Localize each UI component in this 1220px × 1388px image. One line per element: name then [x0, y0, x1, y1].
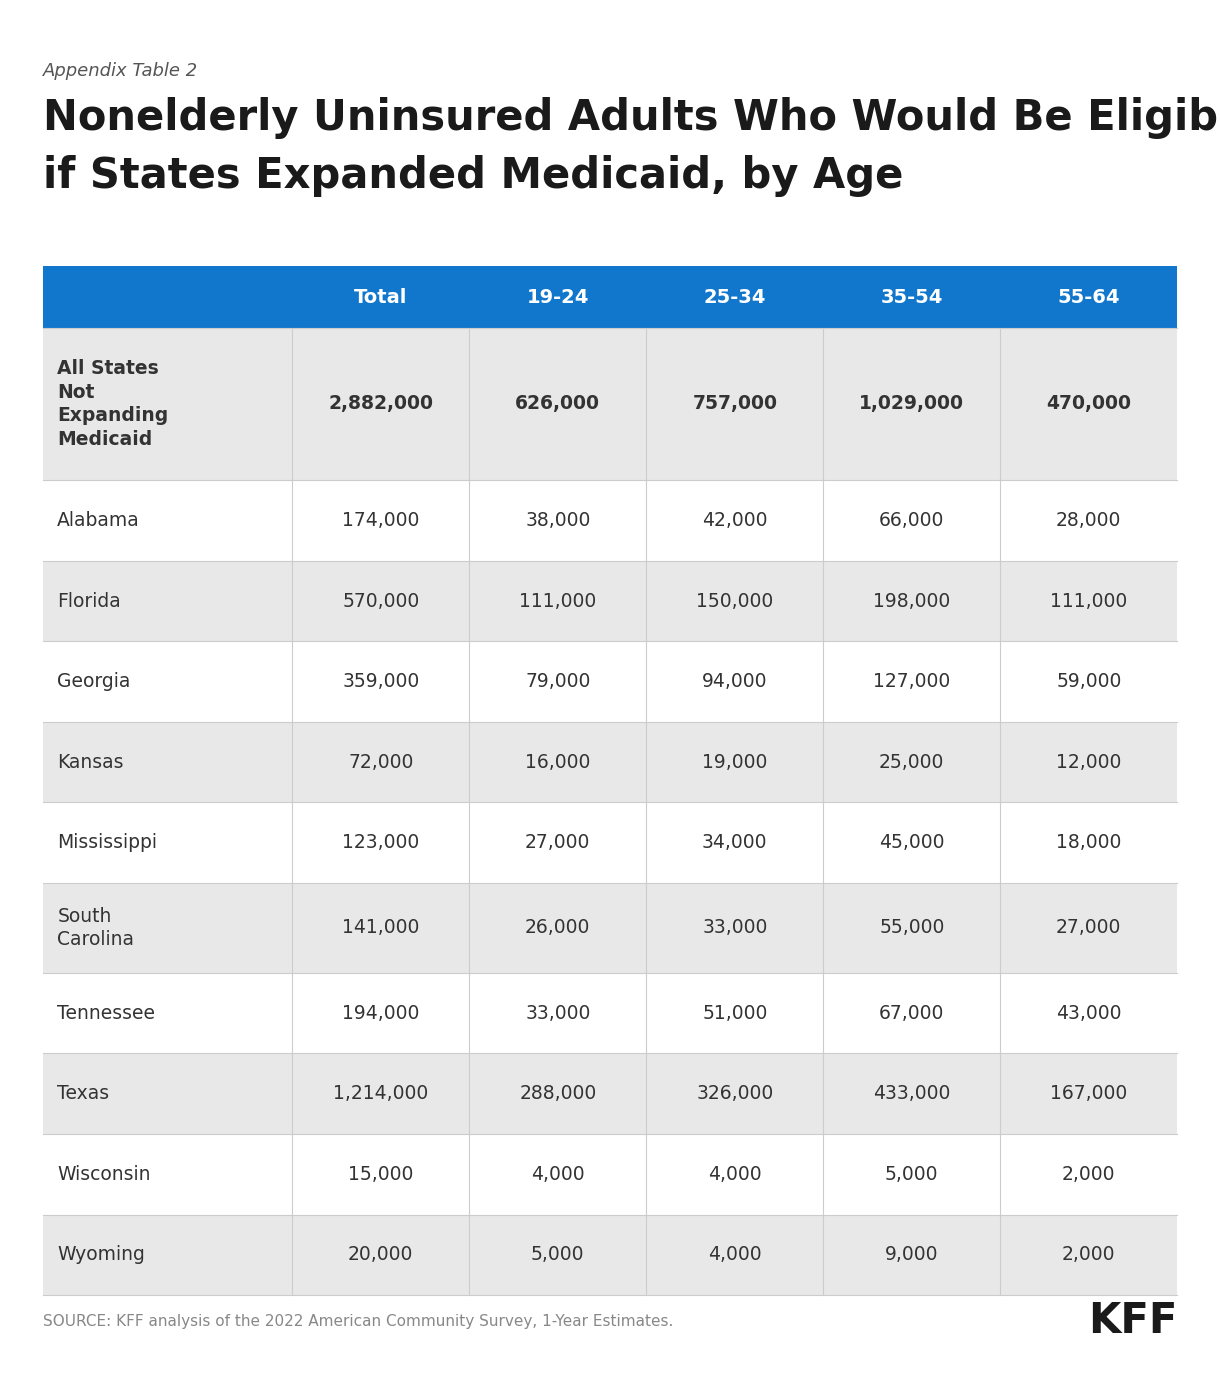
Text: SOURCE: KFF analysis of the 2022 American Community Survey, 1-Year Estimates.: SOURCE: KFF analysis of the 2022 America…	[43, 1314, 673, 1328]
Text: Florida: Florida	[57, 591, 121, 611]
Text: 1,029,000: 1,029,000	[859, 394, 964, 414]
Text: 9,000: 9,000	[884, 1245, 938, 1264]
Text: 35-54: 35-54	[881, 287, 943, 307]
Text: 19-24: 19-24	[527, 287, 589, 307]
Text: 2,000: 2,000	[1063, 1245, 1115, 1264]
FancyBboxPatch shape	[43, 973, 1177, 1053]
Text: 5,000: 5,000	[884, 1165, 938, 1184]
Text: 20,000: 20,000	[348, 1245, 414, 1264]
Text: 2,000: 2,000	[1063, 1165, 1115, 1184]
Text: if States Expanded Medicaid, by Age: if States Expanded Medicaid, by Age	[43, 155, 903, 197]
Text: 433,000: 433,000	[874, 1084, 950, 1103]
Text: 72,000: 72,000	[348, 752, 414, 772]
FancyBboxPatch shape	[43, 1214, 1177, 1295]
Text: 111,000: 111,000	[520, 591, 597, 611]
Text: All States
Not
Expanding
Medicaid: All States Not Expanding Medicaid	[57, 359, 168, 448]
Text: 626,000: 626,000	[515, 394, 600, 414]
Text: 1,214,000: 1,214,000	[333, 1084, 428, 1103]
Text: 167,000: 167,000	[1050, 1084, 1127, 1103]
FancyBboxPatch shape	[43, 480, 1177, 561]
FancyBboxPatch shape	[43, 802, 1177, 883]
Text: 127,000: 127,000	[874, 672, 950, 691]
Text: Total: Total	[354, 287, 407, 307]
Text: 55,000: 55,000	[880, 919, 944, 937]
Text: 45,000: 45,000	[880, 833, 944, 852]
Text: 19,000: 19,000	[703, 752, 767, 772]
Text: 59,000: 59,000	[1057, 672, 1121, 691]
Text: 33,000: 33,000	[525, 1004, 590, 1023]
Text: 5,000: 5,000	[531, 1245, 584, 1264]
Text: Mississippi: Mississippi	[57, 833, 157, 852]
Text: 25-34: 25-34	[704, 287, 766, 307]
Text: 123,000: 123,000	[342, 833, 420, 852]
Text: 4,000: 4,000	[531, 1165, 584, 1184]
Text: 55-64: 55-64	[1058, 287, 1120, 307]
Text: KFF: KFF	[1088, 1301, 1177, 1342]
Text: 28,000: 28,000	[1057, 511, 1121, 530]
Text: 67,000: 67,000	[880, 1004, 944, 1023]
Text: 570,000: 570,000	[342, 591, 420, 611]
Text: 194,000: 194,000	[342, 1004, 420, 1023]
Text: 757,000: 757,000	[692, 394, 777, 414]
Text: Wyoming: Wyoming	[57, 1245, 145, 1264]
FancyBboxPatch shape	[43, 328, 1177, 480]
FancyBboxPatch shape	[43, 561, 1177, 641]
Text: 42,000: 42,000	[702, 511, 767, 530]
Text: 141,000: 141,000	[342, 919, 420, 937]
Text: South
Carolina: South Carolina	[57, 906, 134, 949]
Text: 4,000: 4,000	[708, 1165, 761, 1184]
Text: 326,000: 326,000	[697, 1084, 773, 1103]
Text: 94,000: 94,000	[702, 672, 767, 691]
Text: 4,000: 4,000	[708, 1245, 761, 1264]
Text: 288,000: 288,000	[520, 1084, 597, 1103]
Text: Tennessee: Tennessee	[57, 1004, 155, 1023]
FancyBboxPatch shape	[43, 641, 1177, 722]
Text: 15,000: 15,000	[348, 1165, 414, 1184]
Text: 359,000: 359,000	[342, 672, 420, 691]
Text: 111,000: 111,000	[1050, 591, 1127, 611]
Text: 16,000: 16,000	[525, 752, 590, 772]
Text: 12,000: 12,000	[1057, 752, 1121, 772]
Text: Nonelderly Uninsured Adults Who Would Be Eligible: Nonelderly Uninsured Adults Who Would Be…	[43, 97, 1220, 139]
Text: Kansas: Kansas	[57, 752, 124, 772]
Text: 43,000: 43,000	[1057, 1004, 1121, 1023]
Text: 33,000: 33,000	[703, 919, 767, 937]
FancyBboxPatch shape	[43, 266, 1177, 328]
Text: 150,000: 150,000	[697, 591, 773, 611]
Text: 174,000: 174,000	[342, 511, 420, 530]
Text: 27,000: 27,000	[525, 833, 590, 852]
Text: Texas: Texas	[57, 1084, 110, 1103]
Text: Appendix Table 2: Appendix Table 2	[43, 62, 198, 81]
FancyBboxPatch shape	[43, 1134, 1177, 1214]
Text: 34,000: 34,000	[702, 833, 767, 852]
FancyBboxPatch shape	[43, 722, 1177, 802]
Text: 26,000: 26,000	[525, 919, 590, 937]
FancyBboxPatch shape	[43, 883, 1177, 973]
FancyBboxPatch shape	[43, 1053, 1177, 1134]
Text: Wisconsin: Wisconsin	[57, 1165, 151, 1184]
Text: 79,000: 79,000	[525, 672, 590, 691]
Text: 2,882,000: 2,882,000	[328, 394, 433, 414]
Text: 27,000: 27,000	[1057, 919, 1121, 937]
Text: 38,000: 38,000	[525, 511, 590, 530]
Text: 198,000: 198,000	[874, 591, 950, 611]
Text: Alabama: Alabama	[57, 511, 140, 530]
Text: 25,000: 25,000	[880, 752, 944, 772]
Text: Georgia: Georgia	[57, 672, 131, 691]
Text: 66,000: 66,000	[880, 511, 944, 530]
Text: 51,000: 51,000	[703, 1004, 767, 1023]
Text: 470,000: 470,000	[1047, 394, 1131, 414]
Text: 18,000: 18,000	[1057, 833, 1121, 852]
